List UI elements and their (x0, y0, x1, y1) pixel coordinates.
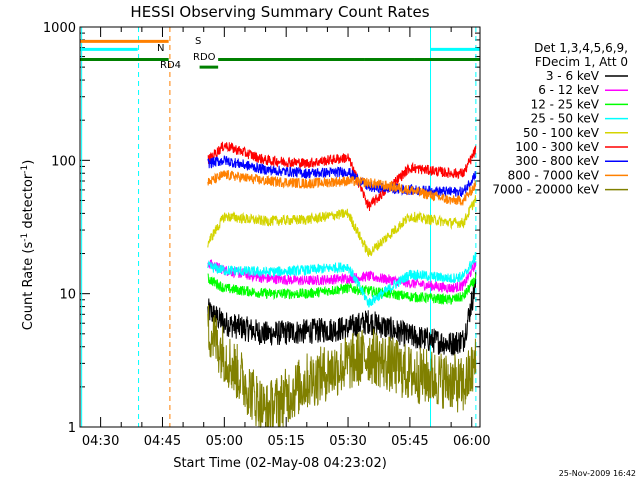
footer-timestamp: 25-Nov-2009 16:42 (559, 469, 636, 478)
svg-text:Count Rate (s-1 detector-1): Count Rate (s-1 detector-1) (20, 160, 36, 331)
plot-area (79, 27, 480, 429)
y-axis-label-sup1: -1 (20, 233, 30, 242)
chart-title: HESSI Observing Summary Count Rates (130, 3, 429, 21)
flag-label-rdo: RDO (193, 52, 216, 63)
legend-label-8: 7000 - 20000 keV (492, 183, 599, 197)
x-axis-label: Start Time (02-May-08 04:23:02) (173, 456, 387, 471)
legend-label-0: 3 - 6 keV (546, 69, 600, 83)
series-line-4 (207, 195, 477, 257)
flag-label-n: N (157, 43, 164, 54)
x-tick-label: 05:30 (329, 434, 366, 449)
y-axis-label-end: ) (21, 160, 36, 165)
flag-label-s: S (195, 36, 201, 47)
legend-label-1: 6 - 12 keV (538, 83, 600, 97)
legend-label-6: 300 - 800 keV (515, 154, 599, 168)
y-tick-label: 1000 (43, 21, 76, 36)
y-tick-label: 1 (68, 421, 76, 436)
series-line-1 (207, 259, 477, 294)
series-line-3 (207, 252, 477, 308)
y-axis-label-mid: detector (21, 173, 36, 233)
legend-label-2: 12 - 25 keV (531, 97, 600, 111)
y-tick-label: 100 (51, 154, 76, 169)
x-tick-label: 05:15 (267, 434, 304, 449)
legend-label-4: 50 - 100 keV (523, 126, 600, 140)
x-tick-label: 04:45 (144, 434, 181, 449)
series-line-0 (207, 272, 477, 356)
y-tick-label: 10 (59, 288, 76, 303)
legend-header-line-2: FDecim 1, Att 0 (535, 55, 628, 69)
legend: Det 1,3,4,5,6,9, FDecim 1, Att 0 3 - 6 k… (492, 41, 628, 197)
y-axis-label: Count Rate (s-1 detector-1) (20, 160, 36, 331)
legend-label-7: 800 - 7000 keV (508, 168, 600, 182)
y-axis-label-main: Count Rate (s (21, 242, 36, 331)
x-tick-label: 05:45 (391, 434, 428, 449)
legend-header-line-1: Det 1,3,4,5,6,9, (534, 41, 628, 55)
series-line-5 (207, 141, 477, 212)
flag-label-rd4: RD4 (160, 60, 181, 71)
y-axis-label-sup2: -1 (20, 165, 30, 174)
plot-frame (79, 26, 481, 428)
x-tick-label: 04:30 (82, 434, 119, 449)
legend-label-3: 25 - 50 keV (531, 112, 600, 126)
legend-label-5: 100 - 300 keV (515, 140, 599, 154)
series-line-7 (207, 170, 477, 206)
series-line-2 (207, 273, 477, 306)
series-line-8 (207, 305, 477, 429)
x-tick-label: 06:00 (453, 434, 490, 449)
x-tick-label: 05:00 (206, 434, 243, 449)
